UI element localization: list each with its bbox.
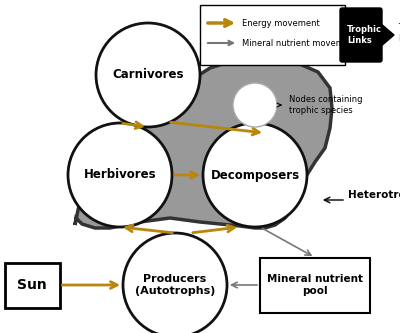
FancyBboxPatch shape: [200, 5, 345, 65]
Text: Herbivores: Herbivores: [84, 168, 156, 181]
FancyBboxPatch shape: [4, 262, 60, 307]
Text: Mineral nutrient
pool: Mineral nutrient pool: [267, 274, 363, 296]
Text: Mineral nutrient movement: Mineral nutrient movement: [242, 39, 358, 48]
FancyBboxPatch shape: [340, 8, 382, 62]
Text: Trophic
Links: Trophic Links: [398, 23, 400, 43]
Circle shape: [123, 233, 227, 333]
Circle shape: [233, 83, 277, 127]
FancyBboxPatch shape: [260, 257, 370, 312]
Polygon shape: [380, 23, 394, 47]
Circle shape: [68, 123, 172, 227]
Text: Producers
(Autotrophs): Producers (Autotrophs): [135, 274, 215, 296]
Text: Carnivores: Carnivores: [112, 69, 184, 82]
Text: Nodes containing
trophic species: Nodes containing trophic species: [289, 95, 362, 115]
Text: Heterotrophs: Heterotrophs: [348, 190, 400, 200]
Text: Decomposers: Decomposers: [210, 168, 300, 181]
Circle shape: [96, 23, 200, 127]
Polygon shape: [75, 58, 332, 228]
Text: Energy movement: Energy movement: [242, 19, 320, 28]
Text: Sun: Sun: [17, 278, 47, 292]
Circle shape: [203, 123, 307, 227]
Text: Trophic
Links: Trophic Links: [347, 25, 382, 45]
